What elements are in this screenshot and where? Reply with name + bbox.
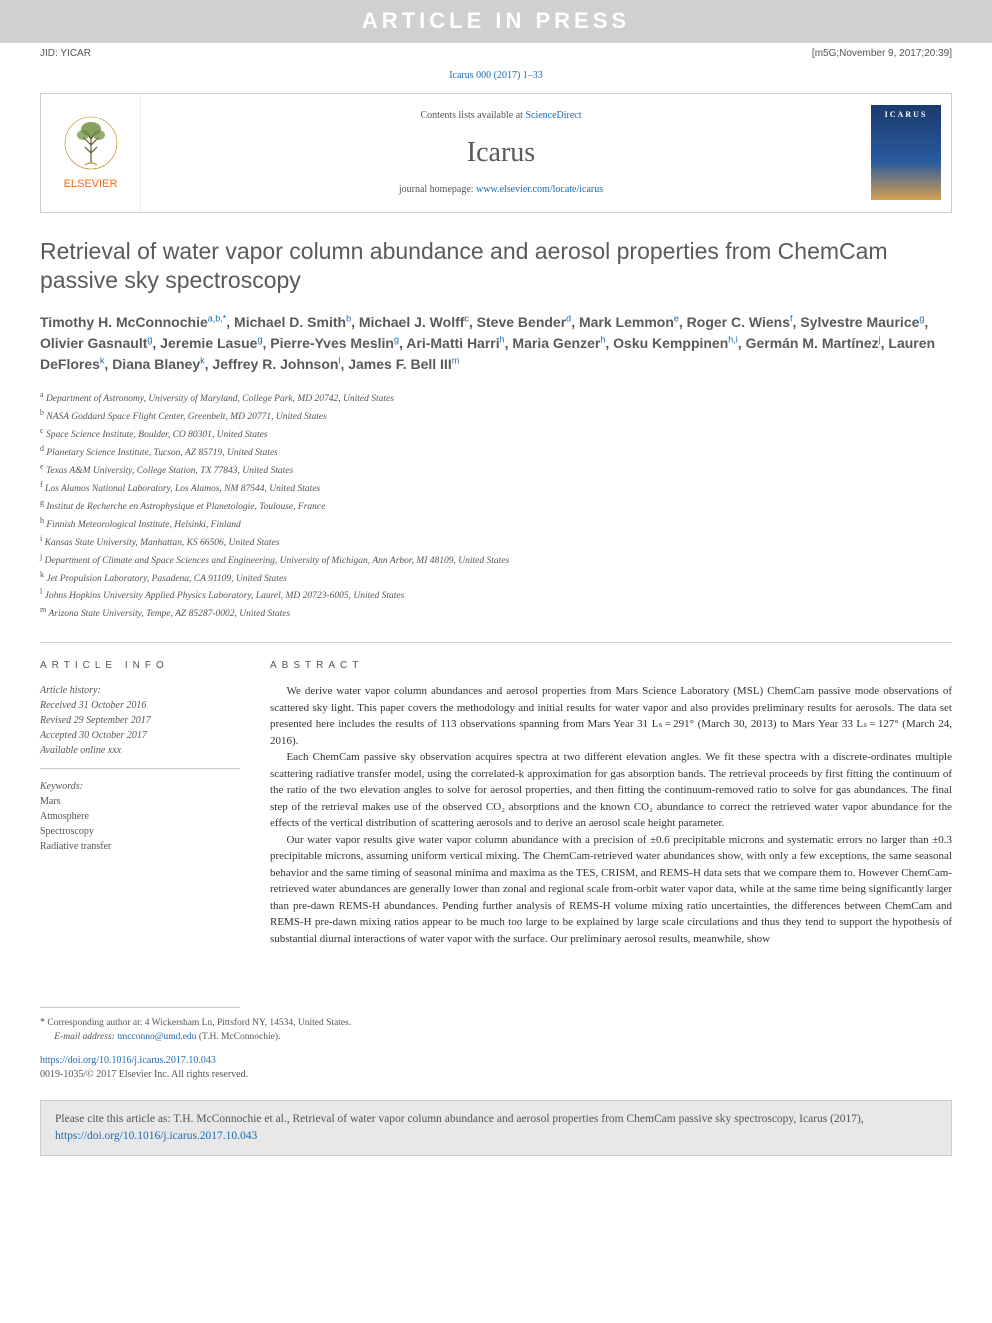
affiliation-line: e Texas A&M University, College Station,… [40, 461, 952, 479]
affiliation-line: a Department of Astronomy, University of… [40, 389, 952, 407]
affiliation-line: c Space Science Institute, Boulder, CO 8… [40, 425, 952, 443]
citation-text: Icarus 000 (2017) 1–33 [449, 70, 543, 81]
article-history-block: Article history: Received 31 October 201… [40, 683, 240, 769]
history-title: Article history: [40, 683, 240, 698]
homepage-line: journal homepage: www.elsevier.com/locat… [151, 183, 851, 197]
homepage-link[interactable]: www.elsevier.com/locate/icarus [476, 184, 603, 195]
homepage-prefix: journal homepage: [399, 184, 476, 195]
cite-prefix: Please cite this article as: T.H. McConn… [55, 1113, 864, 1125]
history-line: Revised 29 September 2017 [40, 713, 240, 728]
elsevier-tree-icon [61, 113, 121, 173]
affiliation-line: m Arizona State University, Tempe, AZ 85… [40, 604, 952, 622]
article-in-press-banner: ARTICLE IN PRESS [0, 0, 992, 43]
keyword-line: Mars [40, 794, 240, 809]
publisher-logo-box: ELSEVIER [41, 94, 141, 212]
copyright-line: 0019-1035/© 2017 Elsevier Inc. All right… [40, 1068, 952, 1082]
email-suffix: (T.H. McConnochie). [196, 1032, 280, 1042]
cite-this-article-box: Please cite this article as: T.H. McConn… [40, 1100, 952, 1157]
corresponding-author-note: * Corresponding author at: 4 Wickersham … [40, 1016, 952, 1030]
jid-text: JID: YICAR [40, 47, 91, 61]
content-area: Retrieval of water vapor column abundanc… [0, 237, 992, 947]
affiliation-line: h Finnish Meteorological Institute, Hels… [40, 515, 952, 533]
affiliation-line: i Kansas State University, Manhattan, KS… [40, 533, 952, 551]
keywords-title: Keywords: [40, 779, 240, 794]
info-abstract-row: ARTICLE INFO Article history: Received 3… [40, 642, 952, 947]
abstract-column: ABSTRACT We derive water vapor column ab… [270, 642, 952, 947]
cover-title: ICARUS [885, 109, 928, 120]
affiliation-line: d Planetary Science Institute, Tucson, A… [40, 443, 952, 461]
email-label: E-mail address: [54, 1032, 117, 1042]
journal-header-center: Contents lists available at ScienceDirec… [141, 94, 861, 212]
journal-header: ELSEVIER Contents lists available at Sci… [40, 93, 952, 213]
abstract-label: ABSTRACT [270, 659, 952, 673]
banner-text: ARTICLE IN PRESS [362, 8, 630, 33]
journal-name: Icarus [151, 133, 851, 172]
affiliation-line: f Los Alamos National Laboratory, Los Al… [40, 479, 952, 497]
keyword-line: Radiative transfer [40, 839, 240, 854]
keywords-block: Keywords: MarsAtmosphereSpectroscopyRadi… [40, 779, 240, 854]
article-title: Retrieval of water vapor column abundanc… [40, 237, 952, 295]
cite-doi-link[interactable]: https://doi.org/10.1016/j.icarus.2017.10… [55, 1130, 257, 1142]
affiliation-line: k Jet Propulsion Laboratory, Pasadena, C… [40, 569, 952, 587]
affiliation-line: j Department of Climate and Space Scienc… [40, 551, 952, 569]
doi-block: https://doi.org/10.1016/j.icarus.2017.10… [0, 1044, 992, 1094]
contents-line: Contents lists available at ScienceDirec… [151, 109, 851, 123]
contents-prefix: Contents lists available at [420, 110, 525, 121]
email-link[interactable]: tmcconno@umd.edu [117, 1032, 196, 1042]
article-info-label: ARTICLE INFO [40, 659, 240, 673]
abstract-text: We derive water vapor column abundances … [270, 683, 952, 947]
typeset-stamp: [m5G;November 9, 2017;20:39] [812, 47, 952, 61]
publisher-name: ELSEVIER [64, 177, 118, 192]
journal-cover-icon: ICARUS [871, 105, 941, 200]
article-info-column: ARTICLE INFO Article history: Received 3… [40, 642, 240, 947]
footnotes: * Corresponding author at: 4 Wickersham … [0, 1016, 992, 1044]
history-line: Available online xxx [40, 743, 240, 758]
corr-text: Corresponding author at: 4 Wickersham Ln… [45, 1018, 351, 1028]
abstract-paragraph: We derive water vapor column abundances … [270, 683, 952, 749]
abstract-paragraph: Our water vapor results give water vapor… [270, 832, 952, 948]
keyword-line: Spectroscopy [40, 824, 240, 839]
history-line: Accepted 30 October 2017 [40, 728, 240, 743]
journal-cover-box: ICARUS [861, 94, 951, 212]
authors-list: Timothy H. McConnochiea,b,*, Michael D. … [40, 312, 952, 375]
affiliations-list: a Department of Astronomy, University of… [40, 389, 952, 622]
affiliation-line: b NASA Goddard Space Flight Center, Gree… [40, 407, 952, 425]
history-line: Received 31 October 2016 [40, 698, 240, 713]
sciencedirect-link[interactable]: ScienceDirect [525, 110, 581, 121]
citation-line: Icarus 000 (2017) 1–33 [0, 65, 992, 93]
footnote-separator [40, 1007, 240, 1008]
keyword-line: Atmosphere [40, 809, 240, 824]
abstract-paragraph: Each ChemCam passive sky observation acq… [270, 749, 952, 832]
email-note: E-mail address: tmcconno@umd.edu (T.H. M… [40, 1031, 952, 1044]
meta-bar: JID: YICAR [m5G;November 9, 2017;20:39] [0, 43, 992, 65]
doi-link[interactable]: https://doi.org/10.1016/j.icarus.2017.10… [40, 1055, 216, 1066]
affiliation-line: l Johns Hopkins University Applied Physi… [40, 586, 952, 604]
affiliation-line: g Institut de Recherche en Astrophysique… [40, 497, 952, 515]
